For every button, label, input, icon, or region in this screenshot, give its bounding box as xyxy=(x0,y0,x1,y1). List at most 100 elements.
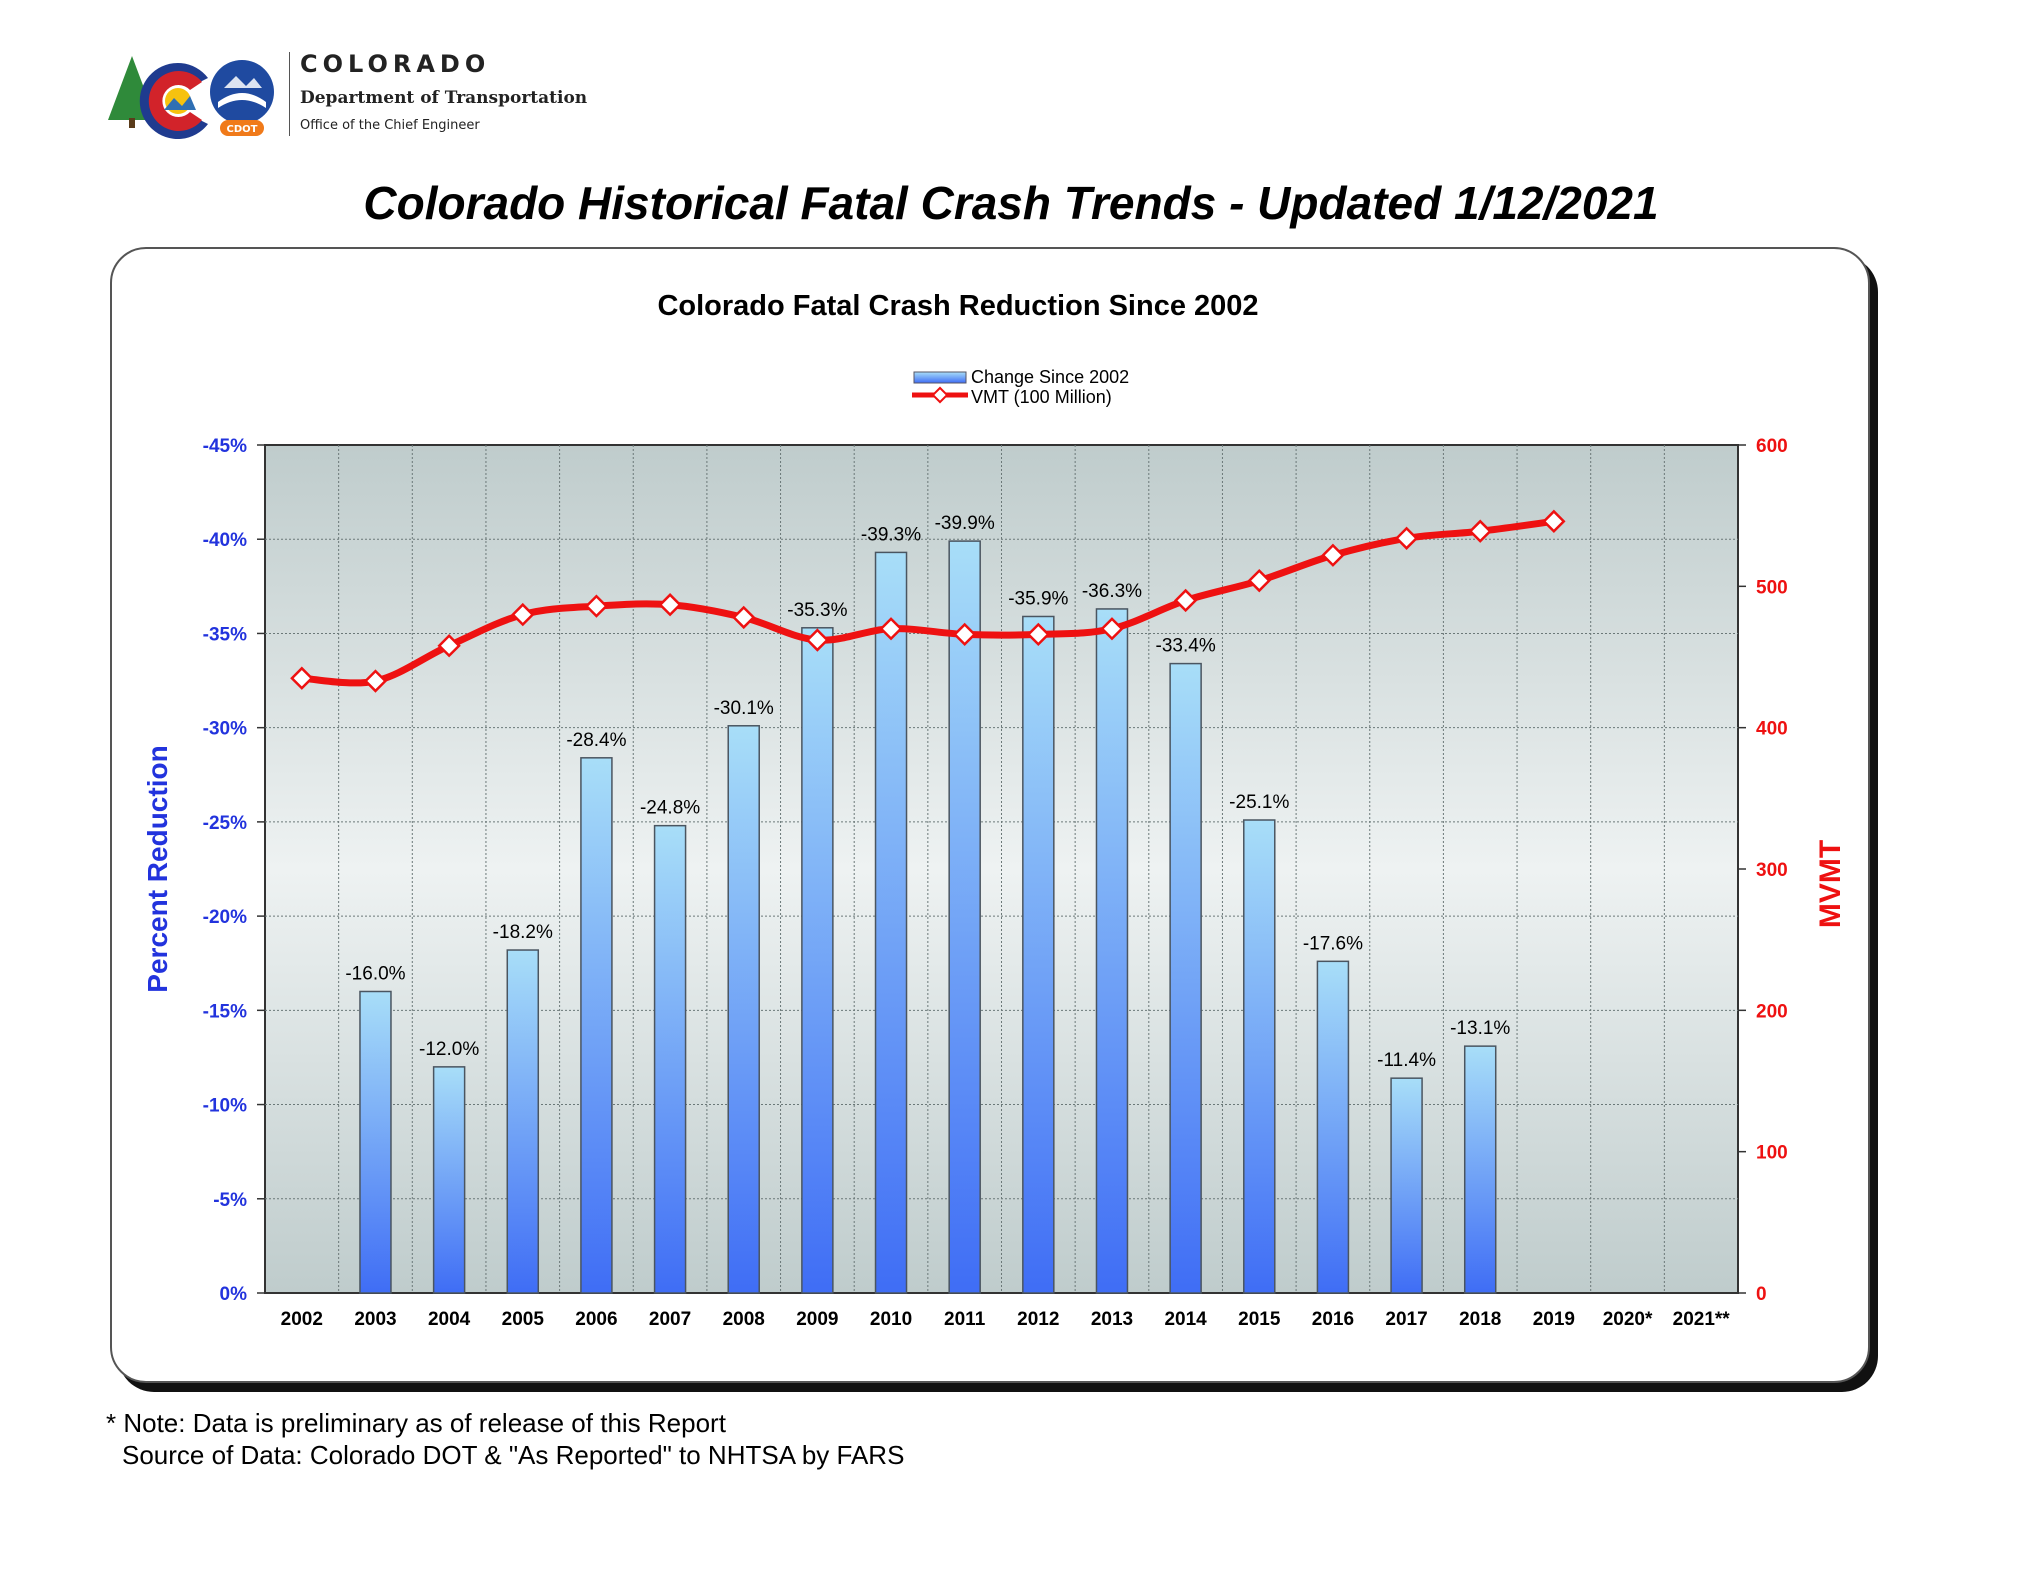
right-tick-label: 100 xyxy=(1756,1143,1788,1164)
bar-2008 xyxy=(727,725,760,1294)
left-tick-label: -45% xyxy=(203,436,247,457)
bar-label-2017: -11.4% xyxy=(1377,1050,1436,1071)
colorado-c-logo: CDOT xyxy=(108,56,274,139)
bar-2007 xyxy=(653,824,687,1294)
left-tick-label: -35% xyxy=(203,624,247,645)
x-tick-label-2010: 2010 xyxy=(870,1309,912,1330)
bar-2009 xyxy=(801,627,834,1294)
bar-label-2004: -12.0% xyxy=(419,1039,479,1060)
x-tick-label-2005: 2005 xyxy=(502,1309,545,1330)
vmt-point-2017 xyxy=(1394,526,1419,550)
bar-label-2006: -28.4% xyxy=(566,730,626,751)
vmt-point-2013 xyxy=(1100,617,1124,641)
vmt-point-2008 xyxy=(732,605,756,630)
bar-label-2018: -13.1% xyxy=(1450,1018,1510,1039)
right-tick-label: 500 xyxy=(1756,577,1788,598)
vmt-point-2010 xyxy=(879,617,903,641)
y2-axis-title: MVMT xyxy=(1814,840,1847,928)
left-tick-label: -15% xyxy=(203,1001,247,1022)
bar-2014 xyxy=(1169,662,1202,1294)
left-tick-label: -10% xyxy=(203,1096,247,1117)
org-office: Office of the Chief Engineer xyxy=(300,118,480,133)
x-tick-label-2016: 2016 xyxy=(1312,1309,1354,1330)
vmt-point-2006 xyxy=(584,594,609,618)
x-tick-label-2012: 2012 xyxy=(1017,1309,1059,1330)
vmt-point-2011 xyxy=(953,622,977,647)
vmt-point-2005 xyxy=(511,602,535,627)
bar-label-2010: -39.3% xyxy=(861,524,921,545)
right-tick-label: 200 xyxy=(1756,1001,1788,1022)
bar-label-2005: -18.2% xyxy=(493,922,553,943)
x-tick-label-2003: 2003 xyxy=(354,1309,396,1330)
x-tick-label-2008: 2008 xyxy=(723,1309,765,1330)
legend-line-label: VMT (100 Million) xyxy=(971,387,1112,407)
x-tick-label-2004: 2004 xyxy=(428,1309,471,1330)
bar-2018 xyxy=(1463,1045,1497,1294)
x-tick-label-2019: 2019 xyxy=(1533,1309,1575,1330)
bar-2012 xyxy=(1022,615,1055,1294)
x-tick-label-2009: 2009 xyxy=(796,1309,838,1330)
right-tick-label: 600 xyxy=(1756,436,1788,457)
bar-2015 xyxy=(1243,819,1276,1294)
right-tick-label: 300 xyxy=(1756,860,1788,881)
cdot-badge-text: CDOT xyxy=(227,124,258,135)
colorado-c-icon xyxy=(139,63,208,139)
x-tick-label-2021**: 2021** xyxy=(1673,1309,1731,1330)
bar-label-2007: -24.8% xyxy=(640,798,700,819)
page-title: Colorado Historical Fatal Crash Trends -… xyxy=(363,177,1659,229)
x-tick-label-2013: 2013 xyxy=(1091,1309,1133,1330)
x-tick-label-2002: 2002 xyxy=(281,1309,323,1330)
cdot-badge-icon: CDOT xyxy=(210,60,274,136)
x-tick-label-2018: 2018 xyxy=(1459,1309,1501,1330)
left-tick-label: -5% xyxy=(213,1190,247,1211)
bar-2003 xyxy=(359,990,392,1294)
bar-2016 xyxy=(1316,960,1350,1294)
bar-2011 xyxy=(948,540,981,1294)
org-name: COLORADO xyxy=(300,50,491,78)
legend-bar-label: Change Since 2002 xyxy=(971,367,1129,387)
x-tick-label-2006: 2006 xyxy=(575,1309,617,1330)
org-department: Department of Transportation xyxy=(300,88,588,108)
right-tick-label: 400 xyxy=(1756,719,1788,740)
vmt-point-2002 xyxy=(290,666,314,690)
bar-2013 xyxy=(1095,608,1129,1294)
x-tick-label-2015: 2015 xyxy=(1238,1309,1281,1330)
right-tick-label: 0 xyxy=(1756,1284,1767,1305)
legend-line-marker xyxy=(931,386,949,404)
vmt-point-2009 xyxy=(805,628,830,652)
x-tick-label-2007: 2007 xyxy=(649,1309,691,1330)
vmt-point-2004 xyxy=(437,634,461,658)
bar-label-2009: -35.3% xyxy=(787,600,847,621)
vmt-point-2015 xyxy=(1247,569,1271,593)
left-tick-label: 0% xyxy=(220,1284,248,1305)
bar-label-2016: -17.6% xyxy=(1303,933,1363,954)
vmt-point-2016 xyxy=(1321,543,1345,567)
bar-label-2012: -35.9% xyxy=(1008,588,1068,609)
x-tick-label-2020*: 2020* xyxy=(1603,1309,1653,1330)
x-tick-label-2014: 2014 xyxy=(1164,1309,1207,1330)
bar-label-2014: -33.4% xyxy=(1156,636,1216,657)
vmt-point-2012 xyxy=(1026,622,1050,647)
chart-title: Colorado Fatal Crash Reduction Since 200… xyxy=(657,290,1258,322)
bar-label-2003: -16.0% xyxy=(345,963,405,984)
bar-2010 xyxy=(874,551,908,1294)
left-tick-label: -40% xyxy=(203,530,247,551)
vmt-point-2003 xyxy=(363,669,388,693)
bar-label-2011: -39.9% xyxy=(935,513,995,534)
vmt-point-2019 xyxy=(1542,509,1566,533)
bar-2017 xyxy=(1390,1077,1423,1294)
bar-2005 xyxy=(506,949,540,1294)
vmt-point-2018 xyxy=(1468,519,1492,543)
y-axis-title: Percent Reduction xyxy=(142,745,173,992)
bar-label-2008: -30.1% xyxy=(714,698,774,719)
left-tick-label: -30% xyxy=(203,719,247,740)
x-tick-label-2011: 2011 xyxy=(944,1309,986,1330)
vmt-point-2014 xyxy=(1173,588,1198,613)
legend-bar-swatch xyxy=(913,371,967,384)
footer-note: * Note: Data is preliminary as of releas… xyxy=(106,1408,726,1438)
bar-label-2013: -36.3% xyxy=(1082,581,1142,602)
footer-source: Source of Data: Colorado DOT & "As Repor… xyxy=(122,1440,905,1470)
bar-2004 xyxy=(432,1066,466,1294)
logo-divider xyxy=(289,52,290,136)
left-tick-label: -20% xyxy=(203,907,247,928)
